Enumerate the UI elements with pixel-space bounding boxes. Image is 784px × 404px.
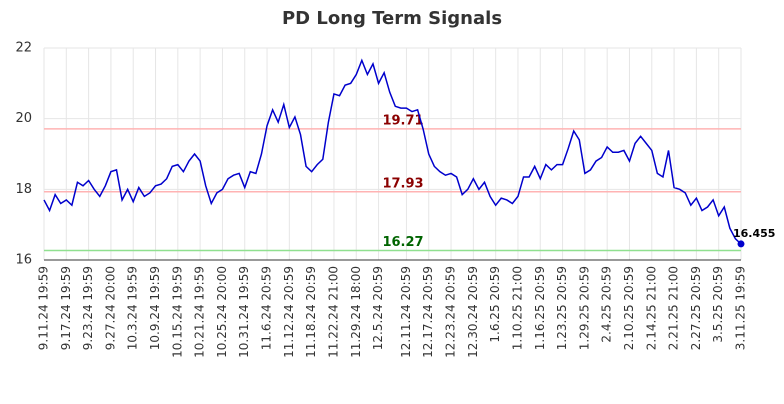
x-tick-label: 1.6.25 20:59	[488, 266, 502, 343]
x-tick-label: 10.21.24 19:59	[193, 266, 207, 358]
y-tick-label: 22	[15, 41, 32, 56]
x-tick-label: 12.11.24 20:59	[399, 266, 413, 358]
chart-title: PD Long Term Signals	[282, 8, 502, 29]
x-tick-label: 2.14.25 21:00	[644, 266, 658, 350]
x-tick-label: 9.11.24 19:59	[37, 266, 51, 350]
x-tick-label: 2.27.25 20:59	[689, 266, 703, 350]
x-tick-label: 12.23.24 20:59	[444, 266, 458, 358]
y-tick-label: 16	[15, 253, 32, 268]
x-tick-label: 10.15.24 19:59	[170, 266, 184, 358]
x-tick-label: 3.11.25 19:59	[734, 266, 748, 350]
x-tick-label: 3.5.25 20:59	[711, 266, 725, 343]
x-tick-label: 11.29.24 18:00	[349, 266, 363, 358]
x-tick-label: 12.5.24 20:59	[371, 266, 385, 350]
x-tick-label: 12.30.24 20:59	[466, 266, 480, 358]
signal-label: 19.71	[382, 113, 423, 128]
signal-label: 16.27	[382, 235, 423, 250]
x-tick-label: 2.10.25 20:59	[622, 266, 636, 350]
x-tick-label: 1.23.25 20:59	[555, 266, 569, 350]
x-tick-label: 10.9.24 19:59	[148, 266, 162, 350]
x-tick-label: 2.4.25 20:59	[600, 266, 614, 343]
signal-label: 17.93	[382, 176, 423, 191]
line	[43, 58, 742, 245]
x-tick-label: 11.12.24 20:59	[282, 266, 296, 358]
y-tick-label: 18	[15, 182, 32, 197]
x-tick-label: 12.17.24 20:59	[421, 266, 435, 358]
x-tick-label: 1.29.25 20:59	[577, 266, 591, 350]
x-tick-label: 11.6.24 20:59	[260, 266, 274, 350]
x-tick-label: 10.31.24 19:59	[237, 266, 251, 358]
x-tick-label: 9.27.24 20:00	[103, 266, 117, 350]
x-tick-label: 10.3.24 19:59	[126, 266, 140, 350]
x-tick-label: 1.16.25 20:59	[533, 266, 547, 350]
x-tick-label: 9.23.24 19:59	[81, 266, 95, 350]
last-value-label: 16.455	[733, 227, 775, 240]
last-point	[737, 240, 745, 248]
x-tick-label: 11.22.24 21:00	[326, 266, 340, 358]
x-tick-label: 2.21.25 21:00	[667, 266, 681, 350]
x-tick-label: 9.17.24 19:59	[59, 266, 73, 350]
x-tick-label: 11.18.24 20:59	[304, 266, 318, 358]
y-tick-label: 20	[15, 111, 32, 126]
x-tick-label: 10.25.24 20:00	[215, 266, 229, 358]
x-tick-label: 1.10.25 21:00	[510, 266, 524, 350]
